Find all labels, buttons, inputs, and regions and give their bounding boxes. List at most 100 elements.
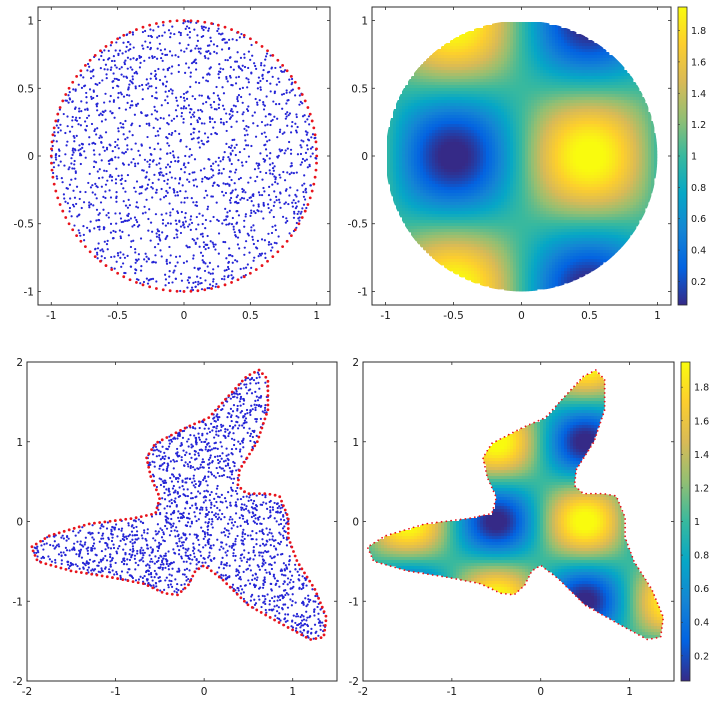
interior-node (155, 585, 158, 588)
boundary-node (148, 285, 152, 289)
interior-node (209, 120, 212, 123)
interior-node (218, 63, 221, 66)
boundary-node (210, 22, 213, 25)
interior-node (236, 421, 239, 424)
boundary-node (33, 553, 37, 557)
interior-node (237, 93, 240, 97)
interior-node (264, 135, 268, 138)
interior-node (168, 442, 171, 445)
boundary-node (224, 397, 227, 401)
interior-node (252, 551, 255, 554)
interior-node (128, 94, 131, 97)
boundary-node (625, 627, 628, 630)
boundary-node (310, 583, 314, 587)
interior-node (97, 213, 100, 216)
interior-node (275, 604, 279, 607)
interior-node (183, 226, 186, 229)
interior-node (165, 53, 169, 56)
interior-node (91, 184, 94, 187)
interior-node (173, 32, 176, 36)
interior-node (33, 551, 36, 554)
interior-node (131, 534, 134, 537)
interior-node (174, 476, 178, 480)
interior-node (136, 102, 140, 105)
interior-node (240, 508, 243, 511)
interior-node (208, 499, 211, 502)
interior-node (215, 201, 218, 204)
interior-node (319, 608, 322, 611)
interior-node (172, 509, 176, 513)
interior-node (166, 182, 169, 185)
boundary-node (248, 373, 252, 377)
interior-node (136, 162, 140, 165)
boundary-node (148, 470, 152, 474)
interior-node (169, 254, 172, 257)
interior-node (78, 197, 81, 201)
interior-node (101, 176, 104, 179)
interior-node (168, 579, 171, 582)
interior-node (131, 553, 134, 556)
interior-node (119, 577, 122, 581)
boundary-node (575, 468, 578, 471)
boundary-node (141, 283, 145, 287)
interior-node (221, 556, 224, 559)
interior-node (78, 110, 81, 113)
interior-node (238, 400, 241, 403)
x-tick-label: 0 (201, 686, 208, 698)
interior-node (132, 157, 135, 161)
interior-node (247, 78, 250, 81)
interior-node (274, 614, 277, 617)
interior-node (205, 506, 208, 509)
boundary-node (266, 398, 270, 402)
interior-node (180, 456, 183, 459)
interior-node (109, 94, 112, 98)
interior-node (71, 115, 74, 119)
interior-node (232, 104, 236, 107)
interior-node (236, 97, 239, 101)
interior-node (209, 272, 212, 275)
interior-node (107, 536, 110, 539)
interior-node (170, 513, 173, 516)
boundary-node (266, 408, 270, 412)
interior-node (186, 488, 189, 491)
interior-node (118, 107, 121, 110)
interior-node (198, 116, 201, 119)
boundary-node (35, 558, 39, 562)
interior-node (177, 70, 180, 73)
interior-node (305, 158, 308, 161)
interior-node (148, 208, 151, 211)
y-tick-label: 2 (16, 357, 23, 369)
interior-node (212, 268, 215, 271)
interior-node (239, 176, 242, 180)
interior-node (295, 195, 298, 198)
interior-node (275, 511, 278, 514)
interior-node (217, 184, 220, 188)
interior-node (68, 91, 71, 94)
interior-node (140, 265, 143, 268)
interior-node (108, 162, 111, 165)
interior-node (236, 110, 239, 114)
interior-node (281, 132, 284, 135)
interior-node (237, 75, 241, 78)
interior-node (292, 172, 295, 175)
interior-node (229, 515, 232, 519)
interior-node (155, 572, 158, 575)
interior-node (61, 181, 64, 184)
interior-node (160, 555, 163, 558)
interior-node (124, 190, 127, 193)
interior-node (107, 216, 110, 219)
boundary-node (499, 438, 502, 440)
interior-node (201, 432, 204, 435)
interior-node (204, 26, 207, 29)
interior-node (214, 420, 217, 423)
interior-node (213, 108, 216, 111)
boundary-node (624, 526, 627, 529)
interior-node (133, 557, 136, 560)
boundary-node (50, 161, 53, 165)
interior-node (201, 530, 205, 533)
interior-node (268, 572, 272, 576)
interior-node (223, 108, 226, 111)
boundary-node (524, 583, 526, 586)
interior-node (149, 560, 152, 563)
interior-node (237, 589, 240, 592)
